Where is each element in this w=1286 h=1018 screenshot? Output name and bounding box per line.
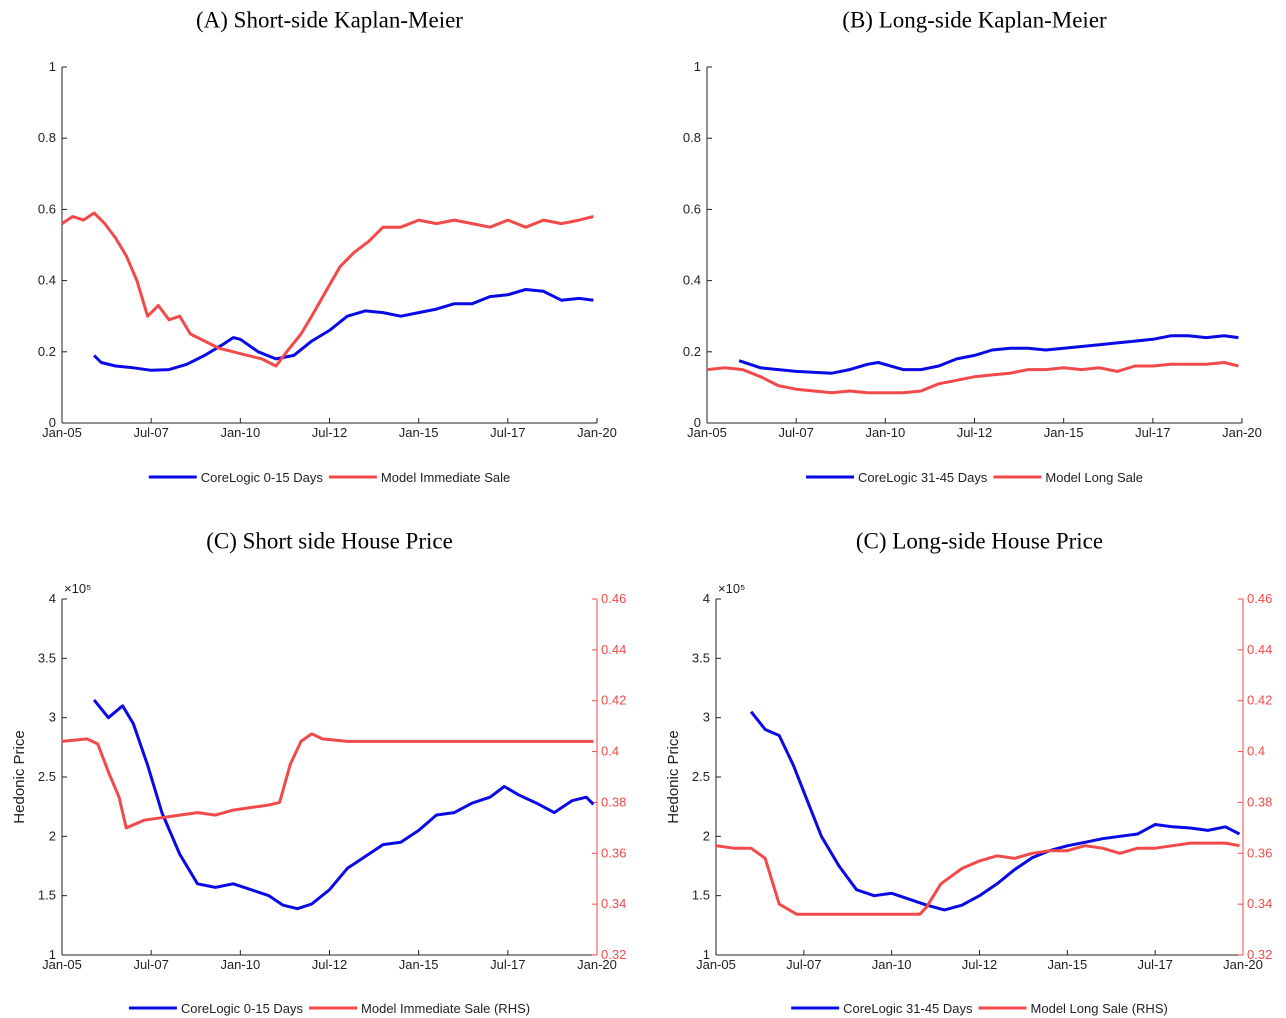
x-tick-label: Jul-12 <box>312 425 347 440</box>
x-tick-label: Jan-15 <box>1047 957 1087 972</box>
y-tick-label: 4 <box>703 591 710 606</box>
x-tick-label: Jan-05 <box>42 425 82 440</box>
y2-tick-label: 0.34 <box>601 896 626 911</box>
y2-tick-label: 0.38 <box>1247 794 1272 809</box>
y2-tick-label: 0.32 <box>601 947 626 962</box>
y-tick-label: 0.8 <box>38 130 56 145</box>
x-tick-label: Jan-05 <box>687 425 727 440</box>
y-axis-label: Hedonic Price <box>665 730 682 823</box>
y-tick-label: 1 <box>703 947 710 962</box>
y-tick-label: 0 <box>49 415 56 430</box>
y-tick-label: 0.2 <box>683 344 701 359</box>
panel-title: (C) Short side House Price <box>206 528 453 553</box>
panel-title: (B) Long-side Kaplan-Meier <box>842 7 1107 32</box>
x-tick-label: Jan-10 <box>220 957 260 972</box>
y-tick-label: 0.6 <box>38 201 56 216</box>
y-tick-label: 0 <box>694 415 701 430</box>
x-tick-label: Jul-07 <box>786 957 821 972</box>
x-tick-label: Jan-15 <box>1044 425 1084 440</box>
panel-title: (A) Short-side Kaplan-Meier <box>196 7 463 32</box>
legend-label: CoreLogic 31-45 Days <box>843 1001 973 1016</box>
x-tick-label: Jul-12 <box>962 957 997 972</box>
x-tick-label: Jul-17 <box>1135 425 1170 440</box>
y2-tick-label: 0.46 <box>1247 591 1272 606</box>
y-offset-text: ×10⁵ <box>718 581 745 596</box>
x-tick-label: Jul-12 <box>957 425 992 440</box>
x-tick-label: Jan-20 <box>1222 425 1262 440</box>
x-tick-label: Jul-07 <box>778 425 813 440</box>
y-tick-label: 3.5 <box>692 650 710 665</box>
y-offset-text: ×10⁵ <box>64 581 91 596</box>
y-tick-label: 2.5 <box>38 769 56 784</box>
y-tick-label: 0.4 <box>38 273 56 288</box>
series-line <box>706 361 1239 395</box>
x-tick-label: Jan-10 <box>872 957 912 972</box>
x-tick-label: Jan-05 <box>42 957 82 972</box>
x-tick-label: Jan-10 <box>220 425 260 440</box>
x-tick-label: Jan-20 <box>577 957 617 972</box>
y-tick-label: 1 <box>49 59 56 74</box>
y2-tick-label: 0.46 <box>601 591 626 606</box>
y-tick-label: 1.5 <box>692 888 710 903</box>
y2-tick-label: 0.38 <box>601 794 626 809</box>
y-tick-label: 4 <box>49 591 56 606</box>
legend-label: CoreLogic 0-15 Days <box>201 470 324 485</box>
x-tick-label: Jan-20 <box>577 425 617 440</box>
x-tick-label: Jul-17 <box>490 425 525 440</box>
panel-title: (C) Long-side House Price <box>856 528 1103 553</box>
y-tick-label: 3 <box>49 710 56 725</box>
x-tick-label: Jul-07 <box>133 957 168 972</box>
series-line <box>93 288 594 372</box>
legend-label: Model Long Sale <box>1045 470 1143 485</box>
y2-tick-label: 0.44 <box>1247 642 1272 657</box>
legend-label: Model Immediate Sale <box>381 470 510 485</box>
series-line <box>61 732 594 830</box>
x-tick-label: Jan-20 <box>1223 957 1263 972</box>
y2-tick-label: 0.36 <box>601 845 626 860</box>
x-tick-label: Jan-15 <box>399 957 439 972</box>
y-tick-label: 2 <box>703 828 710 843</box>
x-tick-label: Jul-17 <box>1137 957 1172 972</box>
series-line <box>749 710 1241 912</box>
series-line <box>61 211 594 368</box>
y-tick-label: 1 <box>49 947 56 962</box>
x-tick-label: Jan-05 <box>696 957 736 972</box>
y-tick-label: 0.4 <box>683 273 701 288</box>
y-tick-label: 2.5 <box>692 769 710 784</box>
y-tick-label: 0.6 <box>683 201 701 216</box>
y-tick-label: 3.5 <box>38 650 56 665</box>
y2-tick-label: 0.32 <box>1247 947 1272 962</box>
legend-label: CoreLogic 0-15 Days <box>181 1001 304 1016</box>
y-tick-label: 1.5 <box>38 888 56 903</box>
y2-tick-label: 0.4 <box>601 744 619 759</box>
y-axis-label: Hedonic Price <box>11 730 28 823</box>
y2-tick-label: 0.44 <box>601 642 626 657</box>
x-tick-label: Jul-17 <box>490 957 525 972</box>
y-tick-label: 1 <box>694 59 701 74</box>
series-line <box>715 841 1240 916</box>
y2-tick-label: 0.4 <box>1247 744 1265 759</box>
legend-label: CoreLogic 31-45 Days <box>858 470 988 485</box>
legend-label: Model Immediate Sale (RHS) <box>361 1001 530 1016</box>
x-tick-label: Jan-15 <box>399 425 439 440</box>
y2-tick-label: 0.34 <box>1247 896 1272 911</box>
y2-tick-label: 0.42 <box>601 693 626 708</box>
y-tick-label: 0.8 <box>683 130 701 145</box>
legend-label: Model Long Sale (RHS) <box>1031 1001 1168 1016</box>
series-line <box>92 698 595 911</box>
y-tick-label: 3 <box>703 710 710 725</box>
y2-tick-label: 0.42 <box>1247 693 1272 708</box>
x-tick-label: Jul-12 <box>312 957 347 972</box>
y-tick-label: 2 <box>49 828 56 843</box>
x-tick-label: Jan-10 <box>865 425 905 440</box>
y-tick-label: 0.2 <box>38 344 56 359</box>
y2-tick-label: 0.36 <box>1247 845 1272 860</box>
x-tick-label: Jul-07 <box>133 425 168 440</box>
series-line <box>738 334 1239 375</box>
